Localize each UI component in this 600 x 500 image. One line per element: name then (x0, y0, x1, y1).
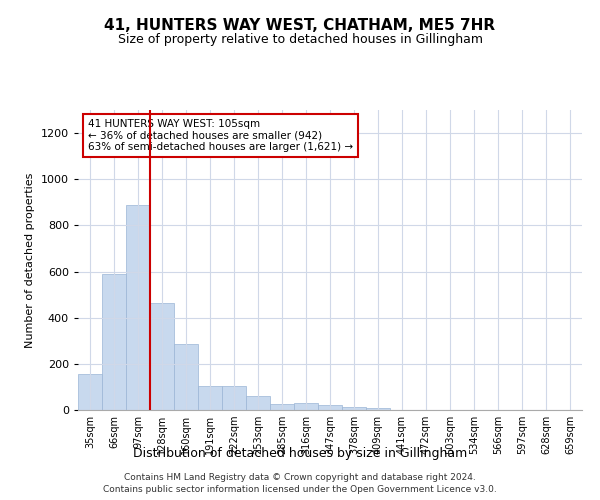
Text: Contains HM Land Registry data © Crown copyright and database right 2024.: Contains HM Land Registry data © Crown c… (124, 472, 476, 482)
Y-axis label: Number of detached properties: Number of detached properties (25, 172, 35, 348)
Bar (222, 386, 246, 410)
Bar (102, 274, 126, 410)
Bar (318, 406, 342, 410)
Bar (174, 344, 198, 410)
Bar (270, 404, 294, 410)
Bar (342, 406, 366, 410)
Bar (150, 302, 174, 410)
Text: Size of property relative to detached houses in Gillingham: Size of property relative to detached ho… (118, 32, 482, 46)
Text: 41, HUNTERS WAY WEST, CHATHAM, ME5 7HR: 41, HUNTERS WAY WEST, CHATHAM, ME5 7HR (104, 18, 496, 32)
Bar (294, 403, 318, 410)
Bar (78, 374, 102, 410)
Bar (198, 386, 222, 410)
Text: Contains public sector information licensed under the Open Government Licence v3: Contains public sector information licen… (103, 485, 497, 494)
Bar (246, 396, 270, 410)
Text: 41 HUNTERS WAY WEST: 105sqm
← 36% of detached houses are smaller (942)
63% of se: 41 HUNTERS WAY WEST: 105sqm ← 36% of det… (88, 119, 353, 152)
Text: Distribution of detached houses by size in Gillingham: Distribution of detached houses by size … (133, 448, 467, 460)
Bar (366, 408, 390, 410)
Bar (126, 204, 150, 410)
